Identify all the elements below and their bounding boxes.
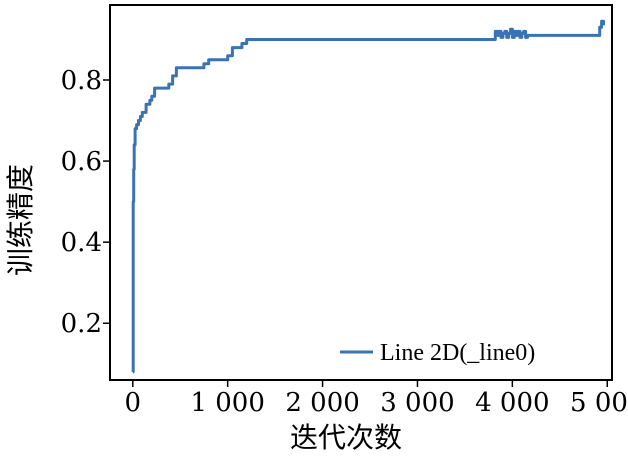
series-line	[131, 19, 605, 374]
y-tick-label: 0.8	[61, 66, 102, 96]
x-tick-label: 3 000	[380, 388, 454, 418]
x-tick-label: 0	[125, 388, 142, 418]
x-tick-label: 1 000	[190, 388, 264, 418]
x-tick-label: 5 000	[570, 388, 628, 418]
series-layer	[131, 19, 605, 374]
y-tick-label: 0.6	[61, 147, 102, 177]
x-axis: 0 1 000 2 000 3 000 4 000 5 000	[125, 380, 628, 418]
legend-series-label: Line 2D(_line0)	[380, 340, 535, 366]
x-axis-title: 迭代次数	[290, 421, 402, 454]
x-tick-label: 2 000	[285, 388, 359, 418]
legend: Line 2D(_line0)	[340, 340, 535, 366]
y-tick-label: 0.4	[61, 228, 102, 258]
y-tick-label: 0.2	[61, 309, 102, 339]
x-tick-label: 4 000	[475, 388, 549, 418]
plot-area	[109, 4, 613, 381]
y-axis-title: 训练精度	[4, 164, 37, 276]
y-axis: 0.2 0.4 0.6 0.8	[61, 66, 110, 339]
plot-frame	[109, 4, 613, 381]
